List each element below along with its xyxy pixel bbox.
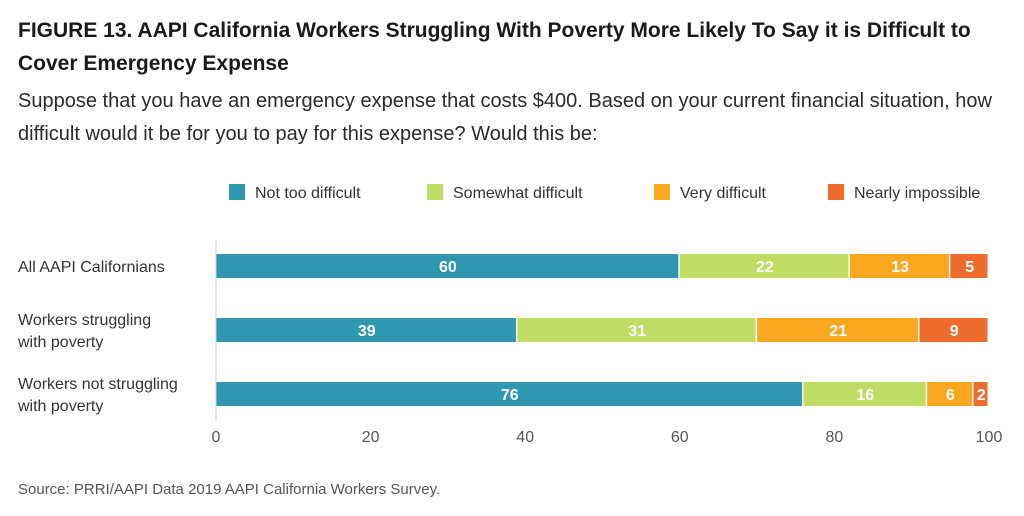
chart-subtitle: Suppose that you have an emergency expen… bbox=[18, 90, 992, 145]
category-label-0-0: All AAPI Californians bbox=[18, 259, 165, 276]
legend-label-0: Not too difficult bbox=[255, 185, 361, 202]
category-label-1-0: Workers struggling bbox=[18, 312, 151, 329]
bar-2-3 bbox=[973, 382, 988, 406]
chart-title: FIGURE 13. AAPI California Workers Strug… bbox=[18, 19, 971, 75]
x-tick-4: 80 bbox=[826, 429, 844, 446]
data-label-2-0: 76 bbox=[501, 387, 519, 404]
data-label-0-3: 5 bbox=[965, 259, 974, 276]
bar-2-0 bbox=[216, 382, 802, 406]
data-label-0-1: 22 bbox=[756, 259, 774, 276]
bar-0-0 bbox=[216, 254, 679, 278]
legend-swatch-2 bbox=[654, 184, 670, 200]
data-label-2-2: 6 bbox=[946, 387, 955, 404]
bar-1-2 bbox=[757, 318, 918, 342]
x-tick-0: 0 bbox=[212, 429, 221, 446]
category-labels: All AAPI Californians Workers struggling w… bbox=[17, 259, 178, 415]
x-tick-2: 40 bbox=[516, 429, 534, 446]
data-label-0-0: 60 bbox=[439, 259, 457, 276]
bar-0-3 bbox=[950, 254, 988, 278]
data-label-2-3: 2 bbox=[977, 387, 986, 404]
data-label-1-1: 31 bbox=[628, 323, 646, 340]
bar-0-1 bbox=[679, 254, 849, 278]
legend-swatch-0 bbox=[229, 184, 245, 200]
bar-1-0 bbox=[216, 318, 516, 342]
x-tick-1: 20 bbox=[362, 429, 380, 446]
bar-2-2 bbox=[927, 382, 973, 406]
category-label-1-1: with poverty bbox=[17, 334, 103, 351]
data-label-0-2: 13 bbox=[891, 259, 909, 276]
x-tick-5: 100 bbox=[976, 429, 1003, 446]
bar-0-2 bbox=[849, 254, 949, 278]
data-label-1-3: 9 bbox=[950, 323, 959, 340]
x-tick-3: 60 bbox=[671, 429, 689, 446]
bar-1-3 bbox=[919, 318, 988, 342]
source-note: Source: PRRI/AAPI Data 2019 AAPI Califor… bbox=[18, 481, 441, 498]
legend-swatch-1 bbox=[427, 184, 443, 200]
bar-1-1 bbox=[517, 318, 756, 342]
chart-bars: 60 22 13 5 39 31 21 9 76 16 6 2 bbox=[216, 254, 988, 406]
legend-label-3: Nearly impossible bbox=[854, 185, 980, 202]
x-axis: 0 20 40 60 80 100 bbox=[212, 240, 1003, 446]
chart-legend: Not too difficult Somewhat difficult Very … bbox=[229, 184, 980, 202]
legend-label-1: Somewhat difficult bbox=[453, 185, 583, 202]
data-label-2-1: 16 bbox=[856, 387, 874, 404]
category-label-2-1: with poverty bbox=[17, 398, 103, 415]
legend-label-2: Very difficult bbox=[680, 185, 767, 202]
category-label-2-0: Workers not struggling bbox=[18, 376, 178, 393]
data-label-1-2: 21 bbox=[829, 323, 847, 340]
bar-2-1 bbox=[803, 382, 926, 406]
data-label-1-0: 39 bbox=[358, 323, 376, 340]
legend-swatch-3 bbox=[828, 184, 844, 200]
